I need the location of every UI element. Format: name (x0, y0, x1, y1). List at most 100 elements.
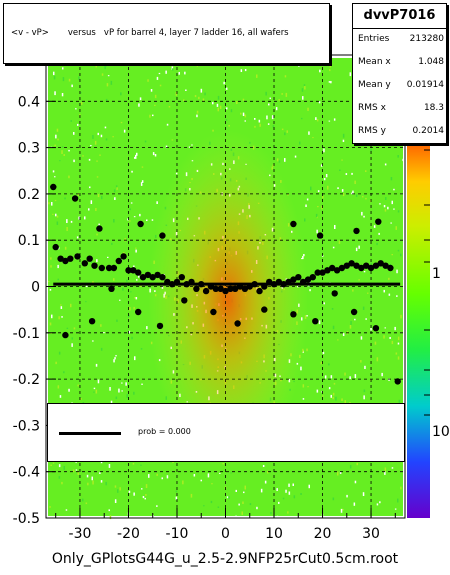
density-cell (86, 474, 89, 478)
density-cell (84, 216, 86, 220)
density-cell (158, 72, 161, 75)
density-cell (383, 335, 385, 339)
density-cell (64, 246, 67, 250)
density-cell (350, 321, 352, 325)
density-cell (228, 125, 230, 127)
density-cell (312, 137, 314, 139)
density-cell (57, 138, 59, 141)
density-cell (330, 394, 332, 398)
density-cell (333, 382, 336, 385)
density-cell (121, 390, 123, 392)
density-cell (204, 92, 206, 96)
stat-key: RMS x (358, 103, 386, 113)
density-cell (225, 119, 228, 121)
density-cell (341, 189, 344, 192)
density-cell (159, 84, 162, 87)
density-cell (78, 216, 80, 220)
profile-point (241, 285, 249, 292)
density-cell (390, 222, 392, 224)
density-cell (397, 336, 400, 341)
density-cell (168, 106, 171, 108)
density-cell (136, 152, 138, 156)
stats-title: dvvP7016 (353, 4, 446, 29)
density-cell (394, 508, 397, 510)
profile-point (261, 283, 268, 290)
density-cell (389, 337, 391, 339)
density-cell (242, 501, 244, 504)
density-cell (113, 359, 115, 363)
density-cell (135, 154, 137, 159)
density-cell (115, 185, 118, 190)
density-cell (113, 278, 115, 281)
density-cell (275, 107, 278, 111)
density-cell (244, 485, 246, 490)
density-cell (219, 62, 221, 66)
density-cell (258, 119, 261, 123)
density-cell (58, 464, 61, 468)
profile-point (210, 308, 217, 316)
density-cell (235, 515, 237, 519)
density-cell (54, 199, 57, 202)
profile-point (144, 271, 152, 279)
density-cell (182, 480, 184, 485)
density-cell (278, 501, 280, 504)
density-cell (147, 79, 149, 82)
density-cell (68, 78, 71, 82)
profile-point (115, 257, 123, 265)
density-cell (212, 129, 214, 132)
density-cell (402, 158, 404, 162)
profile-point (173, 278, 181, 286)
density-cell (105, 138, 108, 141)
density-cell (302, 384, 305, 388)
profile-point (372, 325, 380, 332)
density-cell (53, 71, 55, 76)
density-cell (211, 483, 213, 485)
profile-point (96, 225, 103, 232)
density-cell (73, 327, 76, 330)
density-cell (105, 63, 107, 67)
density-cell (354, 180, 356, 184)
z-tick-label: 10 (432, 424, 450, 440)
profile-point (343, 262, 350, 269)
density-cell (391, 200, 393, 205)
density-cell (171, 66, 174, 70)
density-cell (373, 225, 376, 228)
density-cell (91, 476, 93, 481)
density-cell (235, 489, 237, 492)
density-cell (354, 318, 356, 321)
profile-point (202, 287, 210, 295)
density-cell (63, 466, 65, 470)
density-cell (152, 114, 154, 117)
density-cell (94, 140, 97, 145)
density-cell (398, 399, 401, 403)
density-cell (384, 327, 386, 329)
profile-point (137, 220, 144, 228)
density-cell (126, 279, 128, 282)
density-cell (317, 190, 320, 193)
density-cell (108, 464, 111, 468)
profile-point (266, 278, 273, 286)
density-cell (139, 213, 141, 217)
density-cell (389, 264, 391, 266)
color-palette (407, 144, 430, 518)
density-cell (317, 206, 319, 208)
density-cell (92, 135, 94, 139)
density-cell (207, 473, 210, 478)
density-cell (384, 471, 386, 475)
profile-points (50, 183, 401, 385)
stat-key: Mean x (358, 57, 391, 67)
stat-row-rms-y: RMS y 0.2014 (358, 126, 444, 140)
density-cell (191, 144, 193, 146)
density-cell (52, 462, 55, 464)
y-tick-label: 0.1 (18, 233, 40, 249)
density-cell (354, 374, 357, 379)
profile-point (375, 218, 382, 225)
density-cell (393, 208, 395, 210)
density-cell (133, 391, 135, 395)
density-cell (115, 355, 117, 357)
density-cell (342, 193, 345, 197)
stat-key: Entries (358, 34, 390, 44)
density-cell (128, 490, 131, 493)
density-cell (127, 218, 129, 221)
density-cell (101, 73, 104, 76)
